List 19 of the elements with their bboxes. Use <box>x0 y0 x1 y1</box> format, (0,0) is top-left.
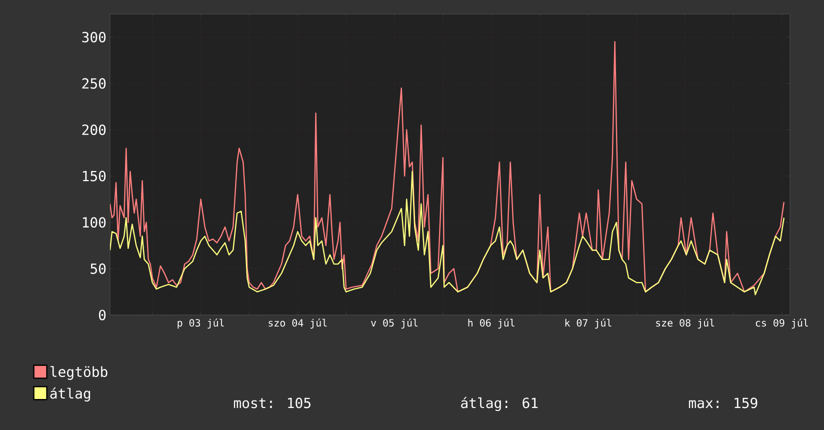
text: most: 105 <box>234 398 310 408</box>
legend-label: átlag <box>50 387 90 402</box>
x-tick-label: p 03 júl <box>178 318 224 329</box>
x-tick-label: v 05 júl <box>371 318 418 329</box>
x-tick-label: cs 09 júl <box>756 318 808 329</box>
x-tick-label: szo 04 júl <box>268 318 327 329</box>
y-tick-label: 0 <box>98 310 106 320</box>
y-tick-label: 300 <box>82 32 106 42</box>
y-tick-label: 150 <box>82 170 106 182</box>
y-tick-label: 250 <box>82 78 106 89</box>
x-tick-label: k 07 júl <box>565 318 612 329</box>
y-tick-label: 200 <box>82 124 106 136</box>
text: max: 159 <box>688 398 758 408</box>
y-tick-label: 50 <box>90 263 106 274</box>
legend-label: legtöbb <box>50 366 108 380</box>
x-tick-label: h 06 júl <box>468 318 514 329</box>
x-tick-label: sze 08 júl <box>656 318 714 329</box>
y-tick-label: 100 <box>82 217 106 228</box>
text: átlag: 61 <box>461 396 538 411</box>
